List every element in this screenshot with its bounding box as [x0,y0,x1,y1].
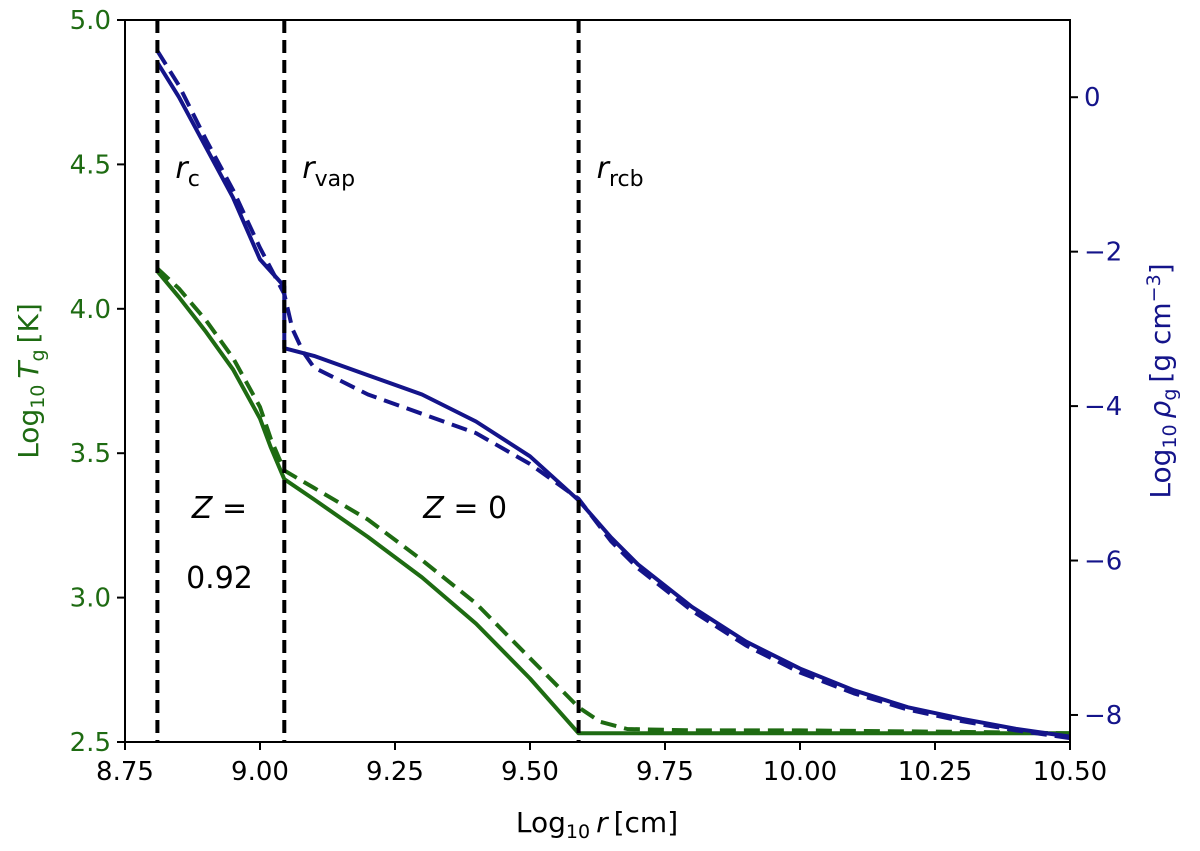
y-left-axis-ticks: 2.5 3.0 3.5 4.0 4.5 5.0 [70,6,125,758]
y-right-tick-label: −8 [1084,701,1122,731]
boundary-label-c: rc [175,151,199,192]
y-left-tick-label: 5.0 [70,6,111,36]
x-tick-label: 8.75 [96,757,154,787]
series-rho-dashed [155,49,1071,741]
y-left-tick-label: 4.0 [70,295,111,325]
x-tick-label: 9.25 [366,757,424,787]
boundary-label-vap: rvap [302,151,355,192]
y-right-tick-label: −6 [1084,547,1122,577]
boundary-lines: rc rvap rrcb [155,20,644,742]
annotation-z-inner: Z = [191,491,247,526]
x-tick-label: 9.75 [636,757,694,787]
annotation-z-outer: Z = 0 [422,491,507,526]
y-left-tick-label: 3.0 [70,584,111,614]
annotations: Z = 0.92 Z = 0 [186,491,507,596]
boundary-label-rcb: rrcb [597,151,644,192]
x-tick-label: 9.50 [501,757,559,787]
x-tick-label: 9.00 [231,757,289,787]
series-T-solid [155,270,1070,736]
y-right-tick-label: −2 [1084,238,1122,268]
x-axis-label: Log10 r [cm] [516,806,678,843]
series-rho-solid [155,61,1071,739]
plot-frame [124,19,1071,743]
y-right-axis-ticks: 0 −2 −4 −6 −8 [1070,83,1122,731]
y-right-tick-label: −4 [1084,392,1122,422]
y-left-tick-label: 4.5 [70,150,111,180]
x-tick-label: 10.50 [1033,757,1107,787]
annotation-z-inner-value: 0.92 [186,561,253,596]
x-axis-ticks: 8.75 9.00 9.25 9.50 9.75 10.00 10.25 10.50 [96,742,1107,787]
y-right-axis-label: Log10ρg[g cm−3] [1143,263,1181,498]
y-left-tick-label: 3.5 [70,439,111,469]
x-tick-label: 10.00 [763,757,837,787]
y-left-axis-label: Log10Tg[K] [12,303,49,459]
y-left-tick-label: 2.5 [70,728,111,758]
y-right-tick-label: 0 [1084,83,1101,113]
x-tick-label: 10.25 [898,757,972,787]
series-T-dashed [156,266,1071,736]
series-layer [155,49,1071,741]
